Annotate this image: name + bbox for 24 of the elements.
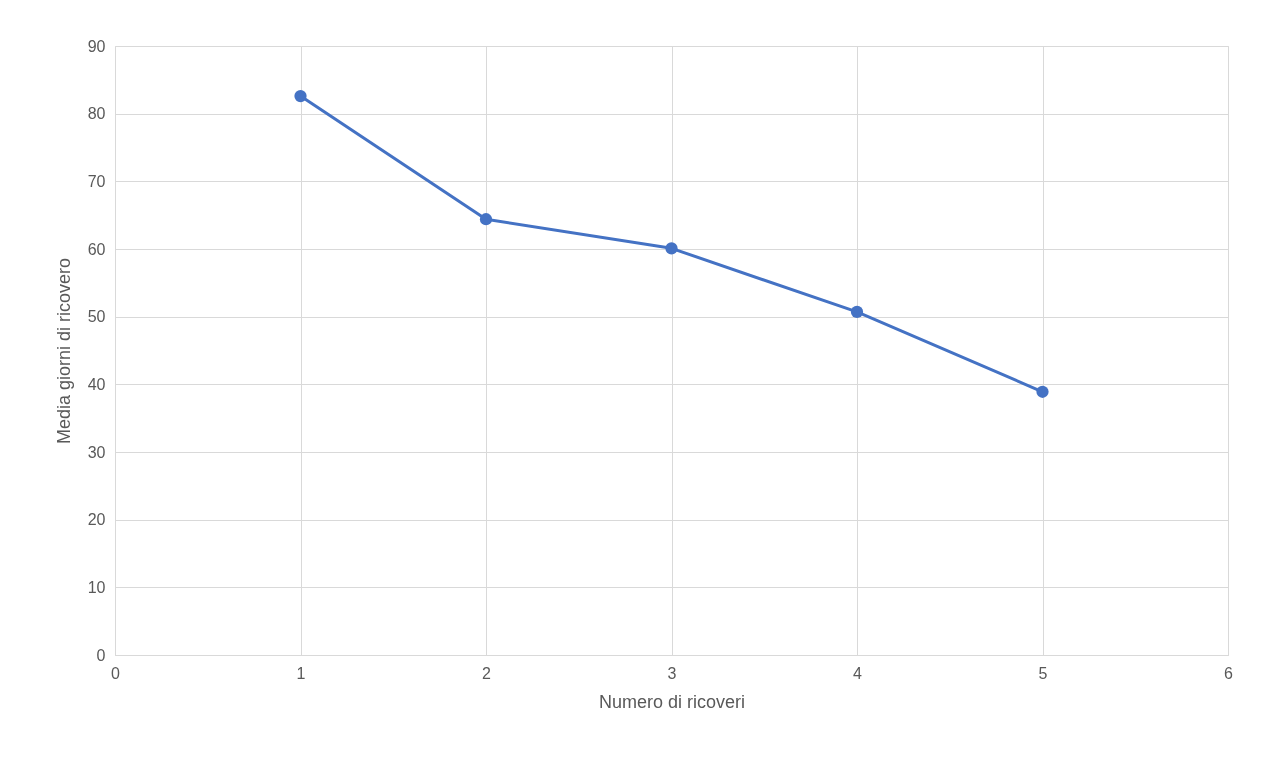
y-axis-title: Media giorni di ricovero (53, 257, 74, 445)
y-tick-label: 90 (87, 37, 106, 55)
x-tick-label: 3 (667, 664, 677, 682)
y-tick-label: 0 (96, 646, 106, 664)
y-tick-label: 10 (87, 578, 106, 596)
point (294, 89, 307, 103)
point (479, 213, 493, 226)
point (1036, 385, 1049, 398)
x-tick-label: 4 (853, 664, 863, 682)
point (850, 305, 864, 319)
x-tick-label: 6 (1224, 664, 1234, 682)
x-tick-label: 2 (482, 664, 492, 682)
y-tick-label: 70 (87, 172, 106, 190)
x-tick-label: 5 (1038, 664, 1048, 682)
y-tick-label: 60 (87, 240, 106, 258)
y-tick-label: 20 (87, 511, 106, 529)
y-tick-label: 50 (87, 308, 106, 326)
y-tick-label: 40 (87, 375, 106, 393)
x-tick-label: 0 (111, 664, 121, 682)
point (665, 242, 678, 255)
x-tick-label: 1 (296, 664, 306, 682)
y-tick-label: 80 (87, 105, 106, 123)
y-tick-label: 30 (87, 443, 106, 461)
x-axis-title: Numero di ricoveri (598, 691, 746, 712)
